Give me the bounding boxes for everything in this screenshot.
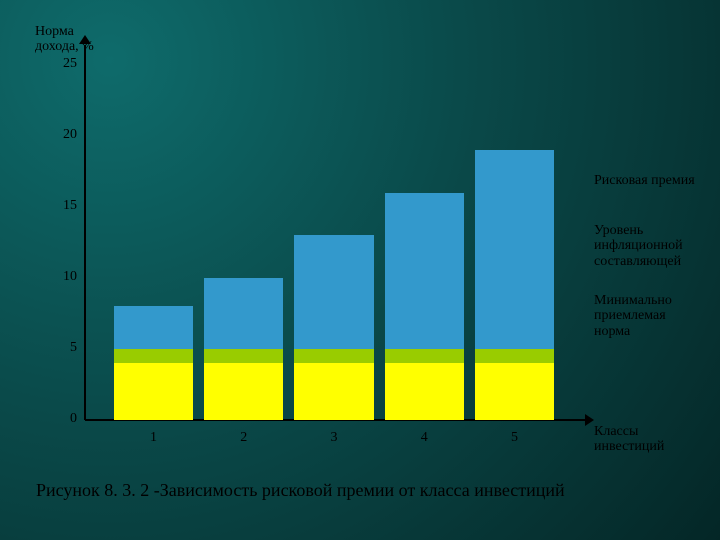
bar-stack [114,306,193,420]
legend-label-min_norm: Минимальноприемлемаянорма [594,293,672,339]
slide: 0510152025Нормадохода, %12345Минимальноп… [0,0,720,540]
x-axis-title: Классыинвестиций [594,424,664,455]
bar-segment-min_norm [385,363,464,420]
bar-segment-min_norm [204,363,283,420]
x-tick-label: 2 [204,430,283,446]
y-tick-label: 5 [47,340,77,356]
bar-stack [294,235,373,420]
bar-segment-min_norm [114,363,193,420]
bar-segment-inflation [385,349,464,363]
bar-segment-inflation [475,349,554,363]
x-axis-arrow [585,414,594,426]
y-tick-label: 10 [47,269,77,285]
bar-segment-inflation [204,349,283,363]
x-tick-label: 3 [294,430,373,446]
x-tick-label: 5 [475,430,554,446]
bar-segment-risk_premium [294,235,373,349]
bar-segment-inflation [294,349,373,363]
chart: 0510152025Нормадохода, %12345Минимальноп… [0,0,720,540]
bar-stack [204,278,283,420]
x-tick-label: 4 [385,430,464,446]
bar-segment-risk_premium [114,306,193,349]
y-tick-label: 25 [47,56,77,72]
y-tick-label: 20 [47,127,77,143]
y-axis-title: Нормадохода, % [35,24,94,55]
figure-caption: Рисунок 8. 3. 2 -Зависимость рисковой пр… [36,480,565,501]
legend-label-risk_premium: Рисковая премия [594,173,695,188]
bar-segment-min_norm [475,363,554,420]
y-axis [84,45,86,420]
bar-stack [385,193,464,420]
legend-label-inflation: Уровеньинфляционнойсоставляющей [594,223,683,269]
y-tick-label: 15 [47,198,77,214]
x-tick-label: 1 [114,430,193,446]
y-tick-label: 0 [47,411,77,427]
bar-segment-risk_premium [204,278,283,349]
bar-segment-min_norm [294,363,373,420]
bar-segment-risk_premium [385,193,464,349]
bar-segment-inflation [114,349,193,363]
bar-segment-risk_premium [475,150,554,349]
bar-stack [475,150,554,420]
